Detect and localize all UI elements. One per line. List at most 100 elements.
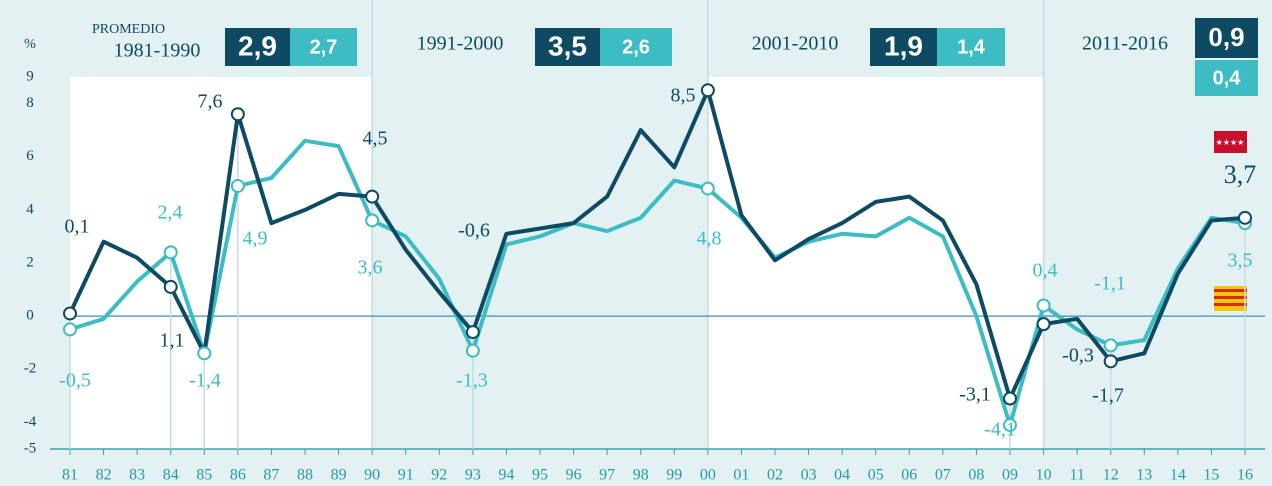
x-tick-label: 92 (431, 467, 447, 484)
value-label: -1,1 (1094, 273, 1126, 295)
x-tick-label: 06 (901, 467, 917, 484)
x-tick-label: 83 (129, 467, 145, 484)
point (163, 245, 178, 260)
point (230, 107, 245, 122)
y-tick-label: 4 (26, 201, 34, 217)
svg-text:★★★★: ★★★★ (1216, 138, 1245, 147)
x-tick-label: 98 (633, 467, 649, 484)
point (465, 325, 480, 340)
period-label: 2011-2016 (1082, 33, 1168, 55)
x-tick-label: 09 (1002, 467, 1018, 484)
value-label: 0,1 (65, 216, 90, 238)
value-label: -3,1 (959, 384, 991, 406)
x-tick-label: 97 (599, 467, 615, 484)
x-tick-label: 81 (62, 467, 78, 484)
point (63, 322, 77, 337)
average-box (600, 28, 672, 66)
x-tick-label: 16 (1237, 467, 1253, 484)
average-box (1195, 18, 1258, 58)
point (197, 346, 212, 361)
x-tick-label: 94 (498, 467, 514, 484)
x-tick-label: 13 (1136, 467, 1152, 484)
x-tick-label: 12 (1103, 467, 1119, 484)
point (230, 178, 245, 193)
y-tick-label: -5 (24, 440, 37, 456)
x-tick-label: 90 (364, 467, 380, 484)
point (1103, 354, 1118, 369)
x-tick-label: 02 (767, 467, 783, 484)
x-tick-label: 14 (1170, 467, 1186, 484)
y-tick-label: 8 (26, 95, 34, 111)
average-box (1195, 60, 1258, 96)
point (1036, 317, 1051, 332)
value-label: 3,5 (1228, 250, 1253, 272)
x-tick-label: 89 (331, 467, 347, 484)
point (1036, 298, 1051, 313)
period-label: 1981-1990 (114, 40, 201, 62)
average-value: 0,9 (1208, 22, 1244, 52)
x-tick-label: 03 (801, 467, 817, 484)
average-value: 2,6 (622, 36, 650, 58)
value-label: 8,5 (671, 85, 696, 107)
average-value: 1,4 (957, 36, 986, 58)
value-label: -1,7 (1092, 385, 1124, 407)
average-box (290, 28, 357, 66)
y-tick-label: -2 (24, 361, 37, 377)
y-tick-label: 6 (26, 148, 34, 164)
x-tick-label: 08 (968, 467, 984, 484)
x-tick-label: 00 (700, 467, 716, 484)
x-tick-label: 82 (96, 467, 112, 484)
y-tick-label: -4 (24, 414, 37, 430)
value-label: 2,4 (158, 202, 183, 224)
value-label: 4,8 (697, 228, 722, 250)
x-tick-label: 87 (263, 467, 279, 484)
x-tick-label: 93 (465, 467, 481, 484)
value-label: -4,1 (984, 419, 1016, 441)
value-label: 3,7 (1224, 160, 1257, 189)
value-label: -0,6 (458, 220, 490, 242)
x-tick-label: 84 (163, 467, 179, 484)
average-box (535, 28, 600, 66)
plot-band (707, 77, 1044, 449)
value-label: 4,9 (243, 228, 268, 250)
x-tick-label: 88 (297, 467, 313, 484)
y-tick-label: 0 (26, 308, 34, 324)
value-label: -1,3 (456, 370, 488, 392)
flag-spain (1214, 286, 1247, 311)
point (1003, 391, 1017, 406)
value-label: 1,1 (160, 330, 185, 352)
y-tick-label: 2 (26, 254, 34, 270)
point (1103, 338, 1118, 353)
value-label: 0,4 (1033, 260, 1058, 282)
average-box (870, 28, 937, 66)
unit-label: % (24, 37, 36, 52)
x-tick-label: 96 (566, 467, 582, 484)
point (700, 83, 715, 98)
point (1238, 210, 1252, 225)
x-tick-label: 85 (196, 467, 212, 484)
value-label: 3,6 (358, 257, 383, 279)
average-value: 1,9 (884, 30, 923, 61)
average-value: 2,7 (310, 36, 338, 58)
x-tick-label: 11 (1069, 467, 1084, 484)
average-heading: PROMEDIO (92, 22, 165, 37)
x-tick-label: 99 (666, 467, 682, 484)
point (465, 343, 480, 358)
x-tick-label: 95 (532, 467, 548, 484)
period-label: 1991-2000 (417, 33, 504, 55)
value-label: -0,5 (59, 370, 91, 392)
x-tick-label: 10 (1036, 467, 1052, 484)
point (365, 213, 380, 228)
average-value: 3,5 (548, 30, 587, 61)
x-tick-label: 04 (834, 467, 850, 484)
y-tick-label: 9 (26, 68, 34, 84)
value-label: -0,3 (1062, 345, 1094, 367)
average-value: 2,9 (238, 30, 277, 61)
x-tick-label: 15 (1203, 467, 1219, 484)
point (700, 181, 715, 196)
flag-madrid: ★★★★ (1214, 131, 1247, 153)
value-label: 7,6 (198, 91, 223, 113)
average-box (937, 28, 1005, 66)
point (163, 279, 178, 294)
